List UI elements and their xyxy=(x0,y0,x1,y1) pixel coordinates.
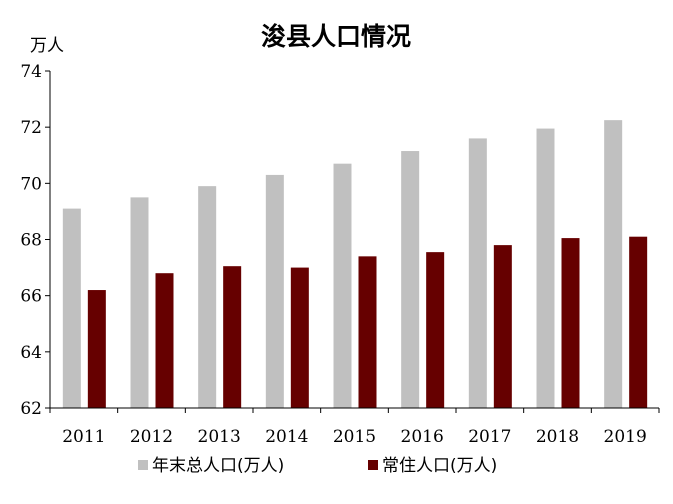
total-population-bar-2017 xyxy=(468,138,487,408)
bars-group xyxy=(62,120,648,408)
x-tick-labels: 2011 2012 2013 2014 2015 2016 2017 2018 2019 xyxy=(62,427,647,447)
total-population-bar-2018 xyxy=(536,128,555,408)
y-tick-label-70: 70 xyxy=(20,174,42,194)
legend: 年末总人口(万人) 常住人口(万人) xyxy=(138,456,497,476)
x-tick-label-2013: 2013 xyxy=(198,427,241,447)
total-population-bar-2012 xyxy=(130,197,149,408)
y-tick-label-68: 68 xyxy=(20,231,42,251)
total-population-bar-2016 xyxy=(401,151,420,408)
x-tick-label-2019: 2019 xyxy=(604,427,647,447)
x-tick-label-2018: 2018 xyxy=(536,427,579,447)
total-population-bar-2015 xyxy=(333,163,352,408)
axes-group xyxy=(45,70,660,413)
total-population-bar-2019 xyxy=(604,120,623,408)
total-population-bar-2013 xyxy=(198,186,217,408)
x-tick-label-2011: 2011 xyxy=(62,427,105,447)
resident-population-bar-2015 xyxy=(358,256,377,408)
y-tick-label-62: 62 xyxy=(20,399,42,419)
resident-population-bar-2018 xyxy=(561,238,580,408)
resident-population-bar-2012 xyxy=(155,273,174,408)
legend-swatch-total xyxy=(138,460,148,470)
legend-label-resident: 常住人口(万人) xyxy=(382,456,497,476)
y-tick-labels: 62 64 66 68 70 72 74 xyxy=(20,62,42,419)
x-tick-label-2016: 2016 xyxy=(401,427,444,447)
y-tick-label-64: 64 xyxy=(20,343,42,363)
resident-population-bar-2017 xyxy=(493,245,512,408)
legend-swatch-resident xyxy=(368,460,378,470)
legend-label-total: 年末总人口(万人) xyxy=(152,456,284,476)
total-population-bar-2014 xyxy=(265,174,284,408)
resident-population-bar-2014 xyxy=(290,267,309,408)
y-axis-label: 万人 xyxy=(30,36,64,56)
y-tick-label-66: 66 xyxy=(20,287,42,307)
x-tick-label-2015: 2015 xyxy=(333,427,376,447)
chart-title: 浚县人口情况 xyxy=(261,22,411,51)
x-tick-label-2012: 2012 xyxy=(130,427,173,447)
resident-population-bar-2016 xyxy=(426,252,445,408)
resident-population-bar-2013 xyxy=(223,266,242,408)
resident-population-bar-2011 xyxy=(87,290,106,408)
y-tick-label-72: 72 xyxy=(20,118,42,138)
x-tick-label-2017: 2017 xyxy=(468,427,511,447)
x-tick-label-2014: 2014 xyxy=(265,427,308,447)
y-tick-label-74: 74 xyxy=(20,62,42,82)
resident-population-bar-2019 xyxy=(629,236,648,408)
total-population-bar-2011 xyxy=(62,208,81,408)
